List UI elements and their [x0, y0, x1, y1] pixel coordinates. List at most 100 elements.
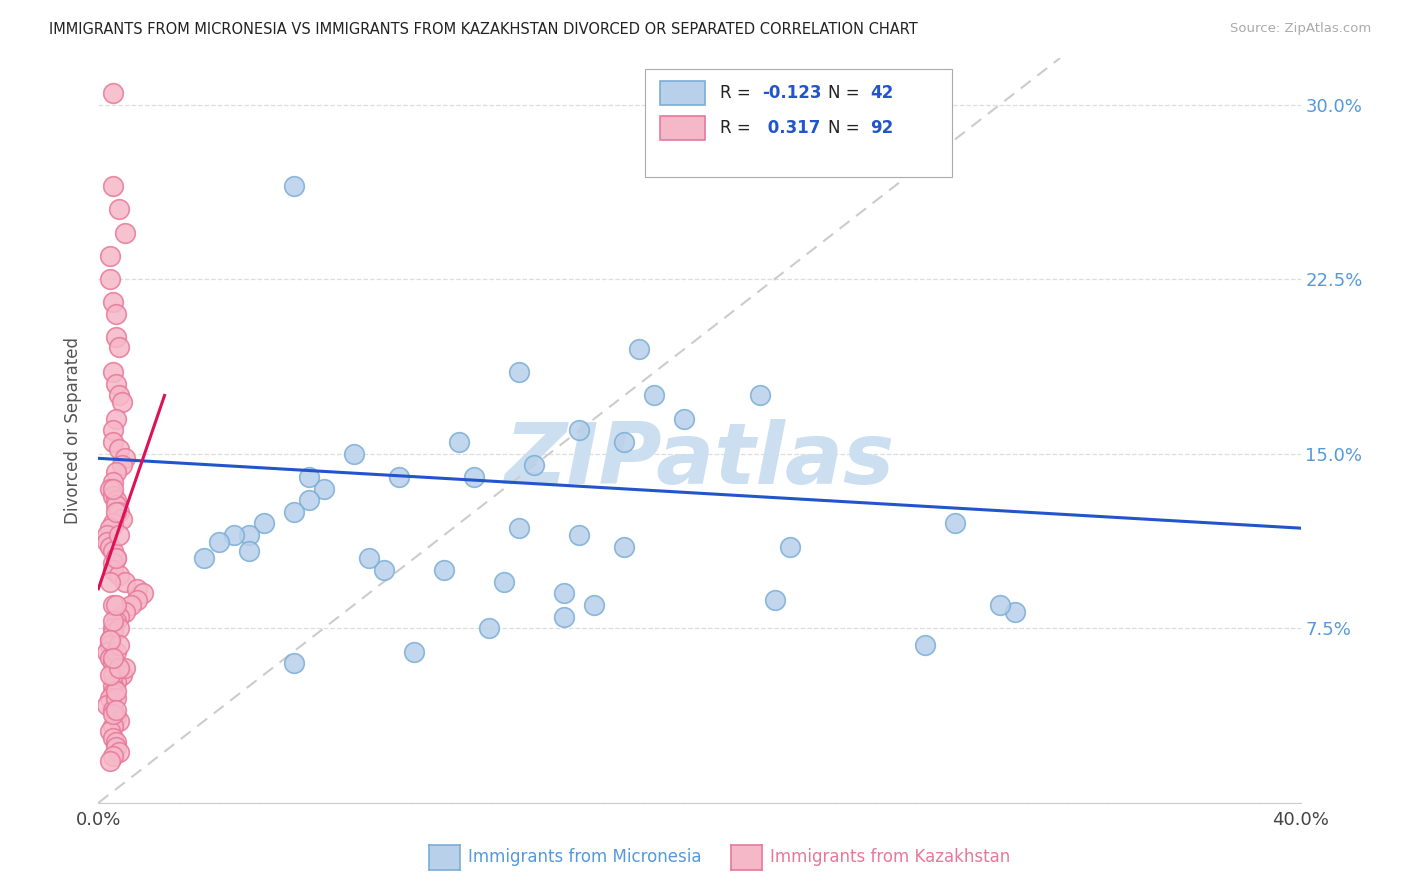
Point [100, 754, 122, 768]
Point [105, 465, 128, 479]
Point [114, 226, 136, 240]
Point [283, 656, 305, 670]
Point [105, 614, 128, 628]
Point [103, 656, 125, 670]
Point [553, 586, 575, 600]
Point [193, 551, 215, 566]
Point [111, 667, 134, 681]
Point [222, 528, 245, 542]
Y-axis label: Divorced or Separated: Divorced or Separated [65, 337, 83, 524]
Point [108, 663, 131, 677]
Text: 42: 42 [870, 84, 893, 102]
Point [127, 593, 149, 607]
Point [508, 521, 530, 535]
Point [132, 586, 155, 600]
Point [103, 731, 125, 745]
Point [613, 540, 636, 554]
Point [100, 691, 122, 706]
Point [988, 598, 1011, 612]
Text: -0.123: -0.123 [762, 84, 821, 102]
Point [111, 512, 134, 526]
Point [105, 498, 128, 512]
Point [283, 179, 305, 194]
Point [105, 551, 128, 566]
Point [103, 614, 125, 628]
Point [105, 739, 128, 754]
Point [748, 388, 770, 402]
Point [108, 202, 131, 217]
Text: IMMIGRANTS FROM MICRONESIA VS IMMIGRANTS FROM KAZAKHSTAN DIVORCED OR SEPARATED C: IMMIGRANTS FROM MICRONESIA VS IMMIGRANTS… [49, 22, 918, 37]
Point [96, 528, 118, 542]
Point [103, 749, 125, 764]
Point [108, 340, 131, 354]
Point [103, 544, 125, 558]
Point [628, 342, 651, 356]
Point [108, 638, 131, 652]
Point [121, 598, 143, 612]
Point [103, 626, 125, 640]
Point [494, 574, 516, 589]
Point [108, 528, 131, 542]
Point [943, 516, 966, 531]
Point [103, 556, 125, 570]
Point [100, 651, 122, 665]
Point [100, 632, 122, 647]
Point [763, 593, 786, 607]
Point [103, 475, 125, 489]
Point [463, 470, 485, 484]
Point [643, 388, 665, 402]
Point [103, 680, 125, 694]
Point [96, 644, 118, 658]
Point [402, 644, 425, 658]
Text: Immigrants from Micronesia: Immigrants from Micronesia [468, 848, 702, 866]
Point [108, 661, 131, 675]
Point [103, 295, 125, 310]
Text: Source: ZipAtlas.com: Source: ZipAtlas.com [1230, 22, 1371, 36]
Point [553, 609, 575, 624]
Point [283, 505, 305, 519]
Point [103, 667, 125, 681]
Point [208, 535, 231, 549]
Point [114, 451, 136, 466]
Text: N =: N = [828, 119, 865, 137]
Point [105, 644, 128, 658]
Point [105, 684, 128, 698]
Point [103, 86, 125, 100]
Point [108, 714, 131, 729]
Point [298, 493, 321, 508]
Point [105, 735, 128, 749]
Point [105, 505, 128, 519]
Point [1004, 605, 1026, 619]
Point [100, 638, 122, 652]
Point [108, 609, 131, 624]
Point [108, 505, 131, 519]
Point [100, 272, 122, 286]
Point [100, 632, 122, 647]
Point [114, 661, 136, 675]
Point [108, 388, 131, 402]
Point [373, 563, 395, 577]
Point [108, 745, 131, 759]
Point [103, 179, 125, 194]
Point [105, 330, 128, 344]
Point [103, 651, 125, 665]
Point [103, 686, 125, 700]
Point [105, 376, 128, 391]
Point [103, 621, 125, 635]
Point [103, 424, 125, 438]
Point [568, 424, 591, 438]
Point [103, 719, 125, 733]
Text: 92: 92 [870, 119, 893, 137]
Point [100, 521, 122, 535]
FancyBboxPatch shape [645, 70, 952, 178]
Point [343, 447, 366, 461]
Point [613, 435, 636, 450]
Point [103, 489, 125, 503]
Point [447, 435, 470, 450]
Point [108, 621, 131, 635]
Text: ZIPatlas: ZIPatlas [505, 418, 894, 501]
Text: Immigrants from Kazakhstan: Immigrants from Kazakhstan [770, 848, 1011, 866]
Point [100, 482, 122, 496]
Point [105, 709, 128, 723]
Point [103, 598, 125, 612]
